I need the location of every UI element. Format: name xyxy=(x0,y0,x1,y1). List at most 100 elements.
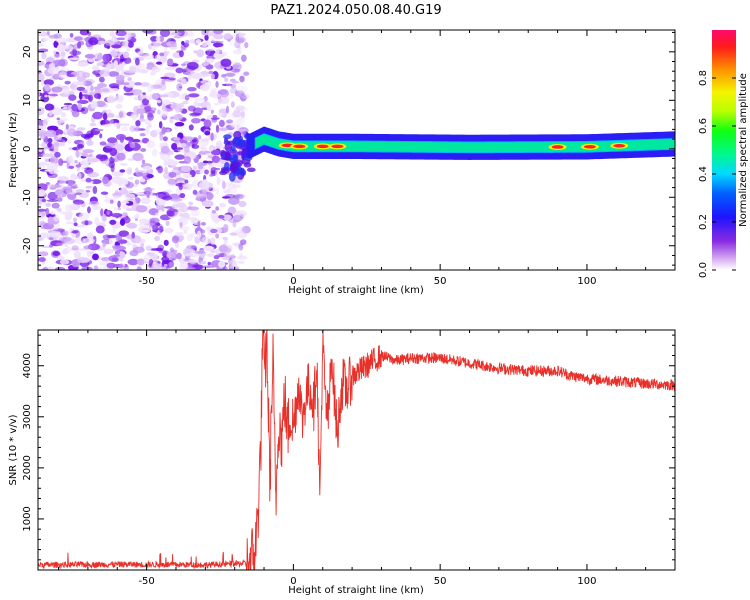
noise-speckle xyxy=(85,185,93,189)
noise-speckle xyxy=(232,110,242,118)
noise-speckle xyxy=(229,87,238,94)
y-tick-label: 0 xyxy=(22,146,33,152)
noise-speckle xyxy=(57,43,65,52)
noise-speckle xyxy=(82,154,92,158)
noise-speckle xyxy=(106,95,116,104)
noise-speckle xyxy=(102,109,107,114)
noise-speckle xyxy=(239,253,244,258)
colorbar: 0.0 0.2 0.4 0.6 0.8 Normalized spectral ampl… xyxy=(698,30,749,278)
noise-speckle xyxy=(101,213,107,222)
noise-speckle xyxy=(135,205,148,213)
colorbar-gradient xyxy=(712,30,736,270)
colorbar-tick-label: 0.8 xyxy=(698,70,709,86)
noise-speckle xyxy=(56,117,60,121)
noise-speckle xyxy=(191,72,203,80)
noise-speckle xyxy=(134,57,140,66)
noise-speckle xyxy=(76,127,86,131)
noise-speckle xyxy=(215,48,223,54)
noise-speckle xyxy=(115,233,120,242)
noise-speckle xyxy=(196,230,202,239)
noise-speckle xyxy=(218,260,226,268)
noise-speckle xyxy=(48,148,54,152)
noise-speckle xyxy=(101,160,110,165)
noise-speckle xyxy=(103,248,114,255)
noise-speckle xyxy=(163,264,168,267)
noise-speckle xyxy=(72,217,78,223)
noise-speckle xyxy=(66,74,75,77)
noise-speckle xyxy=(139,82,150,87)
noise-speckle xyxy=(222,196,231,199)
noise-speckle xyxy=(167,158,174,164)
noise-speckle xyxy=(239,117,247,121)
noise-speckle xyxy=(239,72,245,79)
noise-speckle xyxy=(77,41,82,49)
spectrogram-image xyxy=(38,30,675,270)
noise-speckle xyxy=(57,176,69,182)
noise-speckle xyxy=(166,251,176,259)
noise-speckle xyxy=(78,212,90,221)
noise-speckle xyxy=(109,147,118,157)
noise-speckle xyxy=(202,187,207,197)
noise-speckle xyxy=(147,83,154,93)
noise-speckle xyxy=(43,223,55,230)
noise-speckle xyxy=(48,111,53,117)
noise-speckle xyxy=(90,179,102,185)
noise-speckle xyxy=(63,105,68,110)
noise-speckle xyxy=(139,178,146,183)
noise-speckle xyxy=(183,229,188,234)
noise-speckle xyxy=(188,93,200,98)
noise-speckle xyxy=(193,100,199,107)
noise-speckle xyxy=(222,236,229,241)
onset-blob xyxy=(220,149,226,157)
peak-center xyxy=(331,144,344,149)
noise-speckle xyxy=(134,192,145,195)
noise-speckle xyxy=(78,151,82,156)
noise-speckle xyxy=(146,96,153,101)
noise-speckle xyxy=(210,237,216,245)
noise-speckle xyxy=(158,121,163,129)
noise-speckle xyxy=(120,187,128,193)
noise-speckle xyxy=(132,152,144,162)
noise-speckle xyxy=(120,82,130,85)
noise-speckle xyxy=(199,84,210,92)
noise-speckle xyxy=(74,160,78,164)
noise-speckle xyxy=(215,81,219,88)
noise-speckle xyxy=(210,228,218,234)
noise-speckle xyxy=(164,227,174,234)
noise-speckle xyxy=(103,66,110,72)
y-tick-label: 20 xyxy=(22,45,33,58)
noise-speckle xyxy=(65,37,77,43)
noise-speckle xyxy=(131,216,140,219)
noise-speckle xyxy=(126,168,133,174)
noise-speckle xyxy=(107,137,118,144)
x-tick-label: 0 xyxy=(290,576,296,587)
noise-speckle xyxy=(184,146,190,153)
noise-speckle xyxy=(111,44,122,49)
noise-speckle xyxy=(122,178,129,185)
noise-speckle xyxy=(234,36,246,44)
noise-speckle xyxy=(95,225,105,234)
noise-speckle xyxy=(236,32,246,37)
noise-speckle xyxy=(53,50,57,56)
noise-speckle xyxy=(47,137,53,144)
noise-speckle xyxy=(179,204,190,213)
noise-speckle xyxy=(238,226,246,231)
noise-speckle xyxy=(205,40,213,47)
noise-speckle xyxy=(239,239,247,245)
noise-speckle xyxy=(92,34,102,38)
noise-speckle xyxy=(171,235,180,244)
noise-speckle xyxy=(225,182,235,190)
noise-speckle xyxy=(166,129,170,133)
noise-speckle xyxy=(131,89,143,96)
noise-speckle xyxy=(145,245,152,252)
noise-speckle xyxy=(95,73,101,78)
noise-speckle xyxy=(102,53,110,62)
noise-speckle xyxy=(92,186,98,195)
noise-speckle xyxy=(50,210,56,215)
noise-speckle xyxy=(38,200,42,205)
noise-speckle xyxy=(228,259,238,267)
noise-speckle xyxy=(53,214,60,222)
noise-speckle xyxy=(62,44,74,52)
noise-speckle xyxy=(206,104,212,111)
